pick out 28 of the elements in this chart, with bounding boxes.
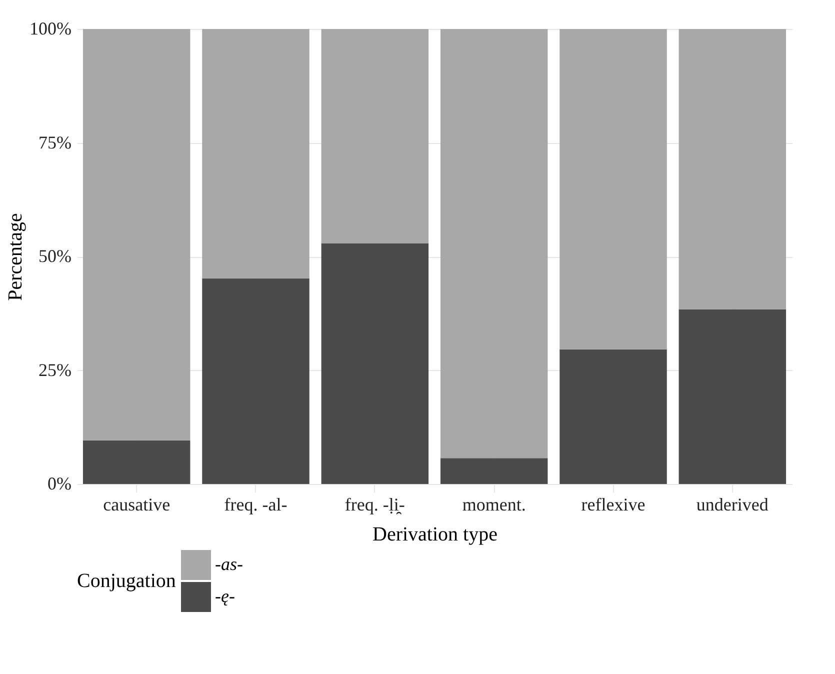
y-tick-label: 25% [38,360,72,380]
legend-title: Conjugation [77,570,176,592]
bar [560,349,667,484]
bar [321,243,429,484]
bar [82,29,190,440]
y-tick-label: 0% [48,474,72,494]
bar [560,29,667,350]
y-tick-label: 50% [38,246,72,266]
bar [440,458,548,484]
legend-label: -as- [215,554,243,574]
x-tick-label: moment. [462,494,526,514]
x-tick-label: reflexive [581,494,646,514]
bar [321,29,429,244]
y-axis-title: Percentage [4,213,27,301]
bar [678,309,786,484]
bar [202,29,310,278]
x-tick-label: freq. -ḷi̯- [344,494,405,514]
x-tick-label: causative [103,494,170,514]
y-tick-label: 100% [30,18,72,38]
x-tick-label: underived [696,494,768,514]
x-axis-title: Derivation type [372,524,498,546]
bar [202,278,310,484]
bar [678,29,786,310]
legend-label: -ę- [215,586,235,606]
x-tick-label: freq. -al- [224,494,288,514]
bar [440,29,548,458]
y-tick-label: 75% [38,132,72,152]
bar [82,440,190,484]
